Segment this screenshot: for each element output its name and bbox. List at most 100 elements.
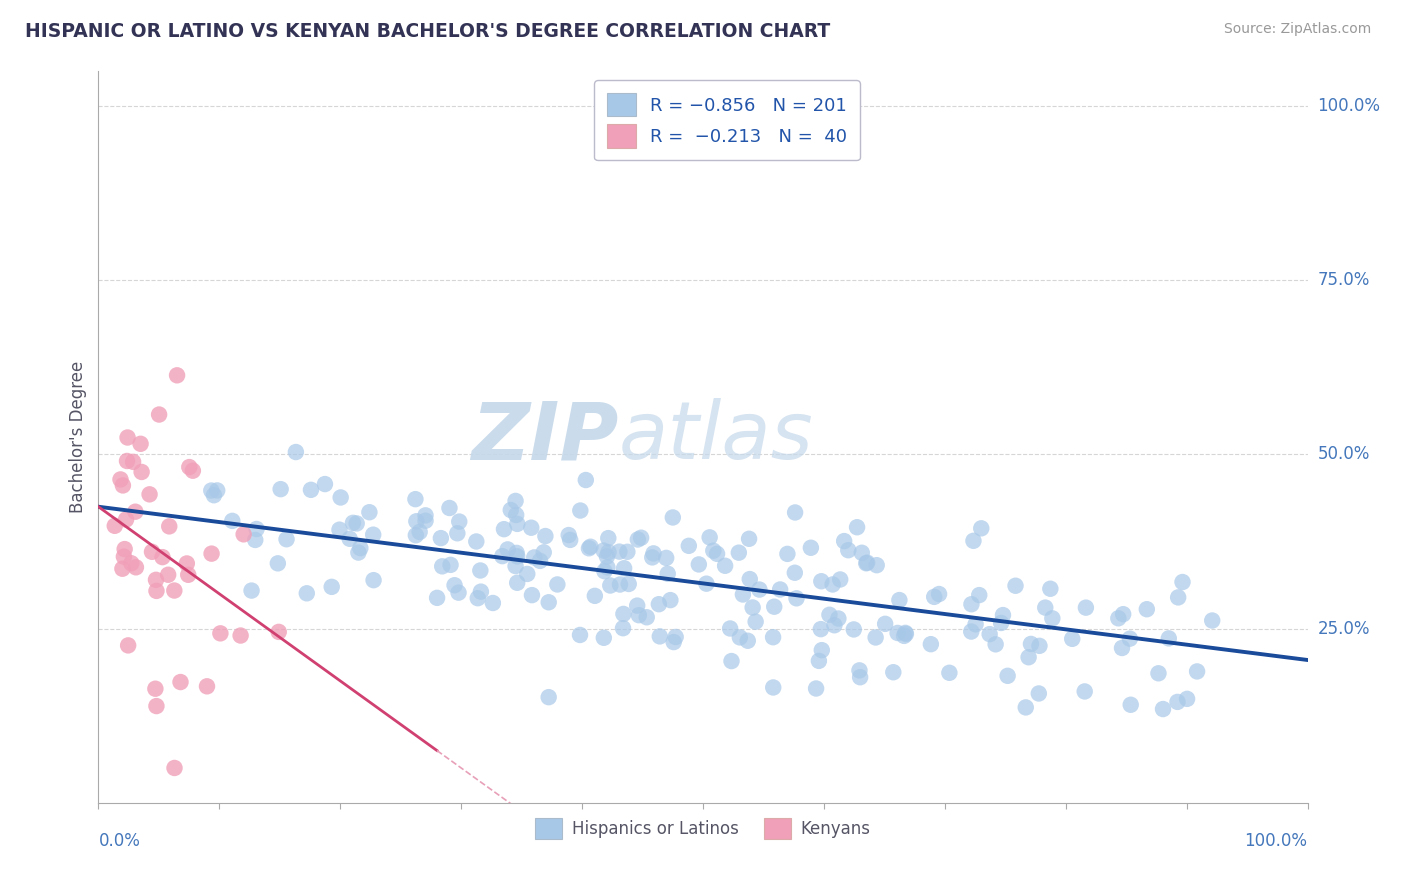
Point bbox=[718, 622, 741, 636]
Point bbox=[347, 545, 370, 559]
Point bbox=[882, 665, 904, 680]
Point bbox=[506, 575, 529, 590]
Point bbox=[748, 582, 770, 597]
Point bbox=[849, 670, 872, 684]
Point bbox=[408, 524, 430, 539]
Point bbox=[523, 550, 546, 565]
Point bbox=[195, 679, 218, 693]
Text: 25.0%: 25.0% bbox=[1317, 620, 1369, 638]
Point bbox=[328, 523, 350, 537]
Point bbox=[592, 631, 614, 645]
Point bbox=[1152, 702, 1174, 716]
Point bbox=[138, 487, 160, 501]
Point bbox=[596, 560, 619, 574]
Point bbox=[1062, 632, 1084, 646]
Point bbox=[579, 540, 602, 554]
Point bbox=[616, 545, 638, 559]
Point bbox=[875, 616, 897, 631]
Point bbox=[821, 577, 844, 591]
Point bbox=[505, 494, 527, 508]
Point bbox=[569, 628, 592, 642]
Point bbox=[299, 483, 322, 497]
Point bbox=[641, 550, 664, 565]
Point bbox=[648, 597, 671, 611]
Point bbox=[865, 631, 887, 645]
Text: atlas: atlas bbox=[619, 398, 813, 476]
Point bbox=[496, 542, 519, 557]
Point bbox=[346, 516, 368, 531]
Point bbox=[179, 460, 201, 475]
Point bbox=[738, 572, 761, 586]
Point bbox=[1166, 695, 1188, 709]
Point bbox=[1028, 686, 1050, 700]
Point bbox=[769, 582, 792, 597]
Text: HISPANIC OR LATINO VS KENYAN BACHELOR'S DEGREE CORRELATION CHART: HISPANIC OR LATINO VS KENYAN BACHELOR'S … bbox=[25, 22, 831, 41]
Point bbox=[979, 627, 1001, 641]
Point bbox=[209, 626, 232, 640]
Point bbox=[145, 573, 167, 587]
Point bbox=[783, 566, 806, 580]
Point bbox=[848, 664, 870, 678]
Point bbox=[520, 588, 543, 602]
Point bbox=[120, 556, 142, 570]
Point bbox=[506, 549, 529, 564]
Point bbox=[157, 567, 180, 582]
Point bbox=[169, 675, 191, 690]
Point bbox=[810, 574, 832, 589]
Point bbox=[124, 505, 146, 519]
Point bbox=[728, 631, 751, 645]
Point bbox=[321, 580, 343, 594]
Point bbox=[439, 500, 461, 515]
Point bbox=[720, 654, 742, 668]
Point bbox=[1171, 575, 1194, 590]
Point bbox=[665, 630, 688, 644]
Point bbox=[404, 492, 426, 507]
Point bbox=[991, 608, 1014, 623]
Point bbox=[699, 530, 721, 544]
Point bbox=[1028, 639, 1050, 653]
Point bbox=[200, 483, 222, 498]
Point bbox=[529, 554, 551, 568]
Point bbox=[785, 506, 807, 520]
Point bbox=[449, 515, 471, 529]
Point bbox=[439, 558, 461, 572]
Point bbox=[609, 577, 631, 591]
Text: 0.0%: 0.0% bbox=[98, 832, 141, 850]
Point bbox=[1074, 600, 1097, 615]
Point bbox=[928, 587, 950, 601]
Point bbox=[636, 610, 658, 624]
Point bbox=[599, 578, 621, 592]
Point bbox=[678, 539, 700, 553]
Point bbox=[363, 573, 385, 587]
Point bbox=[349, 541, 371, 555]
Point bbox=[894, 626, 917, 640]
Point bbox=[430, 531, 453, 545]
Point bbox=[505, 508, 527, 522]
Point bbox=[1175, 691, 1198, 706]
Point bbox=[598, 531, 620, 545]
Point bbox=[1201, 614, 1223, 628]
Point bbox=[842, 623, 865, 637]
Point bbox=[267, 624, 290, 639]
Point bbox=[115, 512, 138, 526]
Point bbox=[990, 615, 1012, 630]
Point bbox=[630, 531, 652, 545]
Point bbox=[569, 503, 592, 517]
Point bbox=[110, 472, 132, 486]
Point bbox=[506, 516, 529, 531]
Point bbox=[122, 455, 145, 469]
Point bbox=[163, 761, 186, 775]
Point bbox=[827, 611, 849, 625]
Point bbox=[688, 558, 710, 572]
Point bbox=[505, 546, 527, 560]
Point bbox=[893, 629, 915, 643]
Point bbox=[104, 518, 127, 533]
Point bbox=[221, 514, 243, 528]
Point bbox=[117, 430, 139, 444]
Point bbox=[415, 514, 437, 528]
Point bbox=[270, 482, 292, 496]
Point bbox=[731, 587, 754, 601]
Point bbox=[741, 600, 763, 615]
Point bbox=[922, 590, 945, 604]
Point bbox=[1019, 637, 1042, 651]
